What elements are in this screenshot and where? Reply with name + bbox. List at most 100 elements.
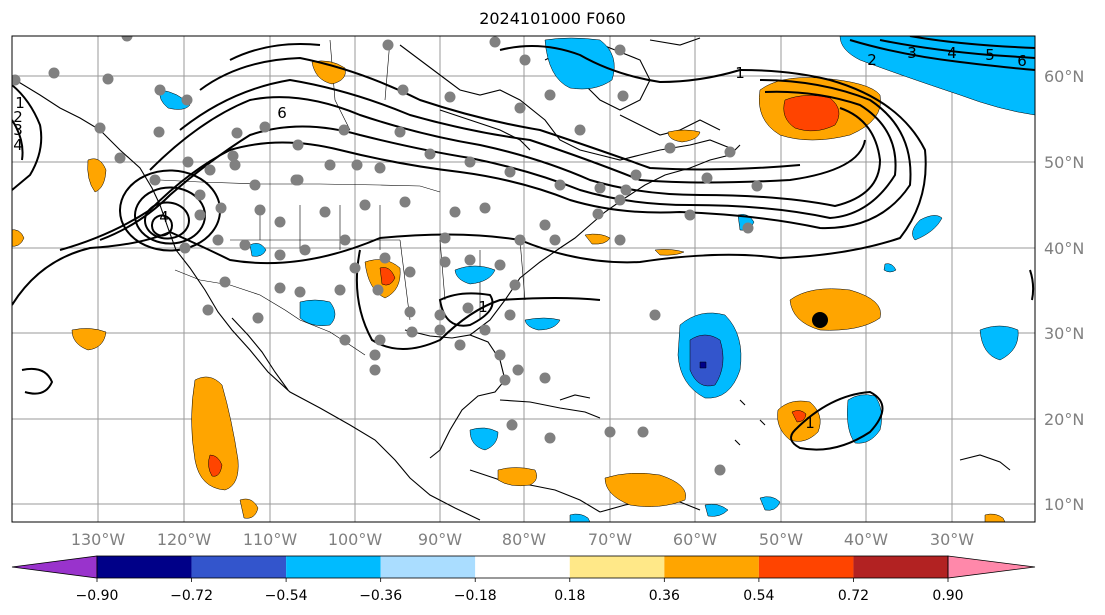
station-dot [664,142,676,154]
station-dot [399,196,411,208]
colorbar-segment [97,556,192,578]
contour-labels: 1 2 3 4 5 6 1 2 3 4 6 4 1 1 [13,44,1027,432]
station-dot [212,234,224,246]
station-dot [153,126,165,138]
station-dot [614,234,626,246]
station-dot [249,179,261,191]
colorbar-tick-label: 0.18 [554,588,585,604]
contour-label: 1 [805,414,815,432]
colorbar-segment [475,556,570,578]
station-dot [379,252,391,264]
station-dot [751,180,763,192]
station-dot [114,152,126,164]
station-dot [504,309,516,321]
station-dot [539,219,551,231]
station-dot [614,44,626,56]
station-dot [701,172,713,184]
colorbar-high-arrow [947,555,1036,579]
station-dot [382,39,394,51]
station-dot [351,159,363,171]
station-dot [154,84,166,96]
station-dot [194,209,206,221]
station-dot [554,179,566,191]
station-dot [394,126,406,138]
station-dot [404,306,416,318]
latitude-label: 40°N [1044,239,1084,258]
station-dot [339,334,351,346]
station-dot [404,266,416,278]
longitude-label: 110°W [243,530,298,549]
station-dot [519,54,531,66]
station-dot [215,202,227,214]
station-dot [274,249,286,261]
station-dot [684,209,696,221]
colorbar-segment [664,556,759,578]
station-dot [444,91,456,103]
station-dot [617,90,629,102]
station-dot [509,279,521,291]
station-dot [324,159,336,171]
longitude-label: 50°W [759,530,803,549]
latitude-label: 60°N [1044,67,1084,86]
station-dot [339,234,351,246]
station-dot [574,124,586,136]
station-dot [219,276,231,288]
station-dot [434,309,446,321]
station-dot [179,242,191,254]
station-dot [424,148,436,160]
station-dot [724,146,736,158]
colorbar-tick-label: 0.36 [649,588,680,604]
station-dot [539,372,551,384]
latitude-label: 30°N [1044,324,1084,343]
map-frame [11,35,1036,523]
station-dot [349,262,361,274]
colorbar-tick-label: −0.54 [265,588,308,604]
station-dot [544,89,556,101]
station-dot [494,259,506,271]
station-dot [544,432,556,444]
contour-label: 6 [1017,52,1027,70]
map-title: 2024101000 F060 [479,9,626,28]
station-dot [594,182,606,194]
station-dot [504,166,516,178]
contour-label: 4 [13,136,23,154]
colorbar-tick-label: −0.36 [359,588,402,604]
contour-label: 1 [15,94,25,112]
latitude-label: 20°N [1044,410,1084,429]
station-dot [506,419,518,431]
latitude-label: 10°N [1044,495,1084,514]
contour-label: 1 [735,64,745,82]
station-dot [479,324,491,336]
colorbar-frame [96,555,949,579]
station-dot [204,164,216,176]
station-dot [338,124,350,136]
station-dot [494,349,506,361]
longitude-label: 90°W [418,530,462,549]
station-dot [274,282,286,294]
station-dot [549,234,561,246]
contour-label: 1 [478,298,488,316]
station-dot [292,139,304,151]
station-dot [294,286,306,298]
station-dot [614,194,626,206]
longitude-label: 120°W [157,530,212,549]
contour-label: 2 [867,51,877,69]
colorbar-tick-label: −0.90 [76,588,119,604]
station-dot [299,244,311,256]
colorbar [11,555,1036,582]
station-dot [259,121,271,133]
station-dot [149,174,161,186]
contour-label: 3 [907,44,917,62]
station-dot [254,204,266,216]
station-dot [182,156,194,168]
station-dot [449,206,461,218]
station-dot [231,127,243,139]
colorbar-segment [569,556,665,578]
longitude-label: 130°W [71,530,126,549]
colorbar-tick-label: 0.54 [743,588,774,604]
station-dot [359,199,371,211]
storm-center-marker [812,312,828,328]
station-dot [369,364,381,376]
station-dot [592,208,604,220]
latitude-label: 50°N [1044,153,1084,172]
